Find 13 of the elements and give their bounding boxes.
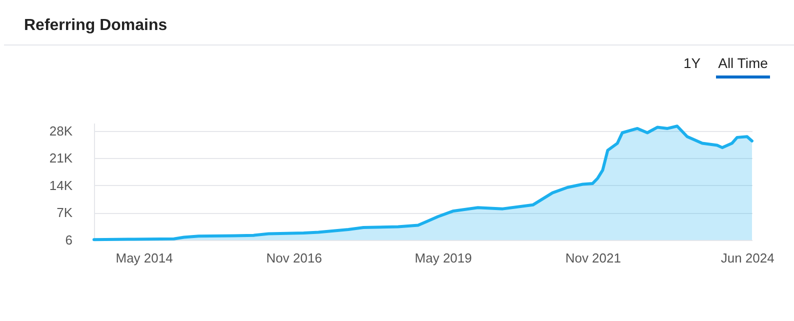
y-tick-label: 6 (65, 232, 72, 248)
y-tick-label: 28K (49, 123, 73, 138)
chart-title: Referring Domains (24, 17, 168, 34)
y-tick-label: 7K (56, 205, 73, 220)
x-tick-label: Jun 2024 (720, 250, 774, 266)
x-tick-label: Nov 2016 (266, 250, 322, 266)
x-tick-label: May 2014 (116, 250, 173, 266)
text: All Time (718, 55, 768, 71)
y-tick-label: 14K (49, 178, 73, 193)
x-tick-label: May 2019 (414, 250, 472, 266)
text: 1Y (683, 55, 702, 71)
x-tick-label: Nov 2021 (565, 250, 621, 266)
y-tick-label: 21K (49, 150, 73, 166)
